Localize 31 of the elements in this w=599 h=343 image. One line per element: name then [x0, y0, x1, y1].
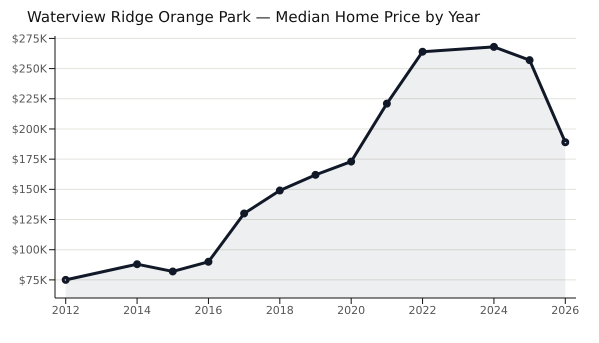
y-tick-label: $225K	[12, 92, 48, 106]
point	[133, 260, 142, 268]
x-tick-label: 2024	[480, 304, 508, 317]
x-tick-label: 2026	[551, 304, 580, 317]
x-tick-label: 2020	[337, 304, 366, 317]
y-tick-label: $250K	[12, 62, 48, 76]
point	[490, 42, 498, 51]
x-tick-label: 2016	[194, 304, 222, 317]
y-tick-label: $200K	[12, 122, 48, 136]
point	[526, 56, 534, 64]
point	[347, 158, 356, 166]
point	[312, 170, 320, 179]
point	[418, 48, 427, 56]
chart-title: Waterview Ridge Orange Park — Median Home Price by Year	[27, 8, 480, 26]
point	[204, 258, 212, 266]
x-tick-label: 2018	[266, 304, 294, 317]
x-tick-label: 2022	[408, 304, 437, 317]
x-tick-label: 2014	[123, 304, 152, 317]
y-tick-label: $75K	[18, 274, 48, 287]
y-tick-label: $100K	[12, 244, 48, 257]
y-tick-label: $150K	[12, 183, 48, 196]
y-tick-label: $175K	[12, 153, 48, 166]
y-tick-label: $125K	[12, 213, 48, 226]
point	[240, 209, 248, 218]
y-tick-label: $275K	[12, 32, 48, 46]
point	[276, 186, 284, 195]
x-tick-label: 2012	[52, 304, 80, 317]
point	[62, 276, 70, 284]
point	[561, 138, 570, 146]
point	[382, 100, 391, 108]
point	[168, 267, 177, 276]
